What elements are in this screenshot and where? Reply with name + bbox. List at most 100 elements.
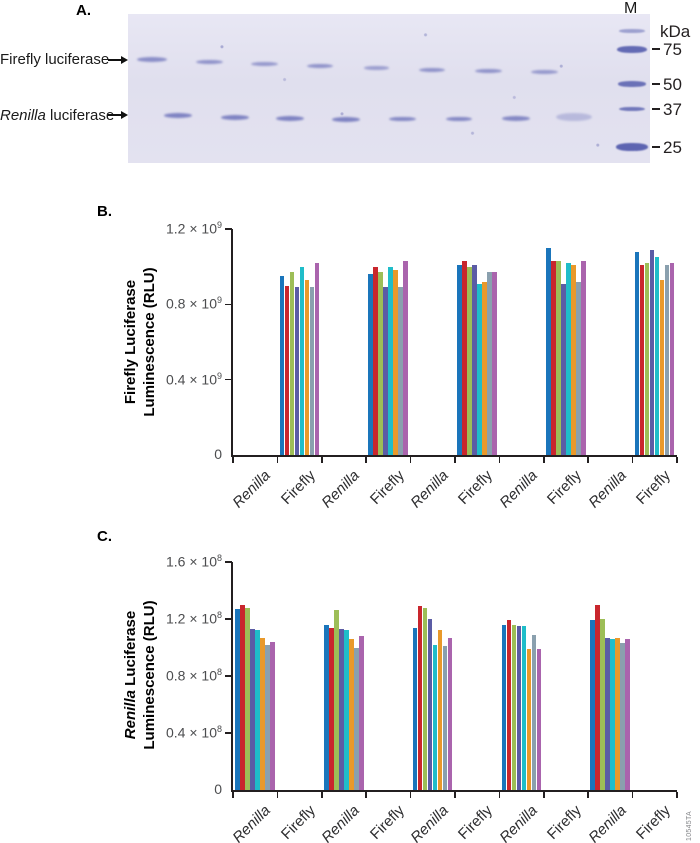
- y-axis-line: [231, 562, 233, 792]
- bar: [654, 257, 660, 455]
- renilla-arrow-line: [108, 114, 122, 116]
- x-tick: [321, 456, 323, 463]
- bar: [432, 644, 438, 790]
- bar: [309, 287, 315, 455]
- firefly-arrow-icon: [121, 56, 128, 64]
- x-tick: [587, 791, 589, 798]
- x-axis-label-renilla: Renilla: [229, 467, 275, 512]
- gel-band-renilla: [388, 116, 416, 122]
- chart-c-y-axis-title: Renilla Luciferase Luminescence (RLU): [121, 555, 159, 795]
- bar: [265, 644, 270, 790]
- bar: [457, 264, 462, 455]
- x-tick: [454, 456, 456, 463]
- gel-band-renilla: [332, 116, 360, 122]
- bar: [373, 266, 378, 455]
- bar: [412, 627, 418, 790]
- bar: [339, 628, 344, 790]
- x-axis-label-firefly: Firefly: [455, 802, 497, 843]
- x-tick: [631, 456, 634, 463]
- x-tick: [543, 791, 545, 798]
- x-tick: [543, 456, 545, 463]
- y-tick: [225, 303, 232, 306]
- gel-row-label-firefly: Firefly luciferase: [0, 51, 110, 68]
- y-tick-exponent: 8: [216, 667, 222, 677]
- bar: [284, 285, 290, 455]
- gel-image: [128, 14, 650, 163]
- bar: [566, 262, 571, 455]
- gel-band-marker: [619, 106, 645, 112]
- x-tick: [498, 791, 501, 798]
- bar: [467, 266, 472, 455]
- chart-c-y-title-italic: Renilla: [122, 690, 139, 740]
- bar: [595, 604, 600, 790]
- y-tick: [225, 378, 232, 381]
- y-tick-label: 1.6 × 108: [165, 553, 222, 570]
- y-tick-exponent: 9: [216, 370, 222, 381]
- panel-a-label: A.: [76, 2, 91, 19]
- y-tick-exponent: 8: [216, 553, 222, 563]
- bar: [422, 607, 428, 790]
- bar: [354, 647, 359, 790]
- bar: [571, 264, 576, 455]
- x-axis-label-renilla: Renilla: [496, 802, 541, 843]
- bar: [634, 251, 640, 455]
- panel-b-label: B.: [97, 203, 112, 220]
- chart-b-y-title-line1: Firefly Luciferase: [122, 279, 139, 405]
- bar: [639, 264, 645, 455]
- gel-band-firefly: [530, 70, 558, 74]
- bar: [581, 261, 586, 455]
- gel-band-renilla: [502, 115, 530, 121]
- y-tick-label: 0.4 × 109: [165, 370, 222, 388]
- x-axis-label-renilla: Renilla: [407, 802, 452, 843]
- y-tick-label: 0.8 × 109: [165, 295, 222, 312]
- y-tick-label: 0: [214, 446, 222, 462]
- bar: [393, 270, 398, 455]
- gel-band-firefly: [250, 62, 278, 66]
- x-tick: [365, 456, 367, 463]
- marker-weight-tick: [652, 146, 660, 148]
- bar: [521, 626, 527, 790]
- bar: [289, 272, 295, 455]
- gel-band-firefly: [474, 69, 502, 73]
- y-tick-label: 0.8 × 108: [165, 667, 222, 684]
- chart-c-y-title-line1: Luciferase: [122, 610, 139, 691]
- bar: [561, 283, 566, 455]
- bar: [359, 636, 364, 790]
- marker-weight-label: 25: [663, 138, 682, 157]
- gel-band-firefly: [307, 64, 333, 68]
- bar: [349, 638, 354, 790]
- bar: [294, 287, 300, 455]
- bar: [664, 264, 670, 455]
- x-tick: [454, 791, 456, 798]
- bar: [546, 247, 551, 455]
- bar: [615, 637, 620, 790]
- bar: [427, 619, 433, 790]
- marker-weight-tick: [652, 83, 660, 85]
- gel-band-marker: [618, 81, 646, 87]
- gel-row-label-renilla-italic: Renilla: [0, 107, 46, 124]
- x-axis-line: [231, 790, 677, 792]
- bar: [304, 279, 310, 455]
- gel-band-renilla: [276, 115, 304, 121]
- x-axis-label-firefly: Firefly: [544, 802, 586, 843]
- x-axis-label-firefly: Firefly: [632, 467, 674, 508]
- bar: [344, 630, 349, 790]
- x-tick: [498, 456, 501, 463]
- bar: [531, 634, 537, 790]
- gel-row-label-firefly-text: Firefly luciferase: [0, 51, 110, 68]
- bar: [482, 281, 487, 455]
- y-tick: [225, 561, 232, 563]
- gel-row-label-renilla: Renilla luciferase: [0, 107, 114, 124]
- bar: [398, 287, 403, 455]
- bar: [516, 626, 522, 790]
- panel-c-label: C.: [97, 528, 112, 545]
- gel-row-label-renilla-text: luciferase: [45, 107, 115, 124]
- x-axis-label-firefly: Firefly: [277, 802, 319, 843]
- x-tick: [676, 791, 678, 798]
- marker-weight-tick: [652, 108, 660, 110]
- x-tick: [232, 456, 234, 463]
- gel-band-firefly: [419, 68, 445, 72]
- bar: [417, 606, 423, 790]
- y-tick-label: 1.2 × 109: [165, 220, 222, 237]
